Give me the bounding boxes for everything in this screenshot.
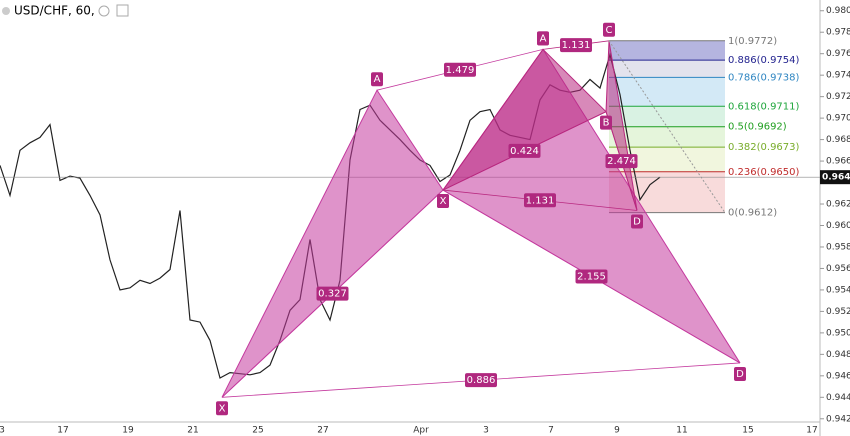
point-label: A — [540, 33, 547, 44]
fib-band — [609, 40, 725, 61]
x-tick-label: 17 — [806, 426, 817, 436]
point-box — [734, 366, 746, 381]
fib-label: 0.786(0.9738) — [728, 72, 800, 83]
x-tick-label: 9 — [614, 426, 620, 436]
ratio-box — [508, 143, 541, 158]
last-price-label: 0.9645 — [822, 173, 850, 183]
x-tick-label: 25 — [252, 426, 263, 436]
point-label: X — [440, 196, 447, 207]
x-tick-label: 7 — [548, 426, 554, 436]
point-label: D — [633, 216, 641, 227]
point-label: D — [736, 369, 744, 380]
fib-label: 0.236(0.9650) — [728, 167, 800, 178]
point-box — [631, 214, 643, 229]
close-icon[interactable] — [116, 4, 129, 17]
fib-label: 0.886(0.9754) — [728, 55, 800, 66]
fib-label: 1(0.9772) — [728, 36, 777, 47]
ratio-box — [560, 38, 592, 53]
ratio-label: 2.155 — [577, 272, 606, 283]
ratio-label: 1.131 — [526, 195, 555, 206]
fib-band — [609, 126, 725, 148]
ratio-label: 0.327 — [318, 289, 347, 300]
point-label: C — [606, 25, 613, 36]
x-tick-label: 17 — [57, 426, 68, 436]
point-box — [371, 72, 383, 87]
x-tick-label: 21 — [187, 426, 198, 436]
ratio-label: 1.479 — [446, 65, 475, 76]
x-tick-label: 11 — [676, 426, 687, 436]
point-box — [603, 22, 615, 37]
point-box — [437, 194, 449, 209]
fib-label: 0.382(0.9673) — [728, 142, 800, 153]
settings-icon[interactable] — [98, 5, 110, 17]
ratio-box — [444, 62, 476, 77]
y-tick-label: 0.9420 — [826, 414, 850, 424]
ratio-box — [575, 269, 608, 284]
x-tick-label: 15 — [742, 426, 753, 436]
fib-label: 0.618(0.9711) — [728, 101, 800, 112]
ratio-box — [524, 193, 556, 208]
ratio-label: 2.474 — [607, 156, 636, 167]
ratio-box — [316, 286, 349, 301]
ratio-box — [465, 373, 497, 388]
x-tick-label: 27 — [317, 426, 328, 436]
point-label: B — [603, 118, 610, 129]
x-tick-label: Apr — [413, 426, 429, 436]
point-label: X — [219, 403, 226, 414]
point-box — [537, 31, 549, 46]
fib-label: 0(0.9612) — [728, 208, 777, 219]
x-tick-label: 3 — [0, 426, 5, 436]
fib-band — [609, 77, 725, 107]
fib-band — [609, 106, 725, 127]
symbol-icon — [2, 7, 10, 15]
fib-band — [609, 60, 725, 78]
projection-line — [608, 40, 726, 213]
point-box — [600, 115, 612, 130]
ratio-box — [605, 154, 638, 169]
x-tick-label: 3 — [483, 426, 489, 436]
ratio-label: 1.131 — [562, 40, 591, 51]
x-tick-label: 19 — [122, 426, 134, 436]
ratio-label: 0.424 — [510, 146, 539, 157]
fib-label: 0.5(0.9692) — [728, 122, 787, 133]
point-box — [216, 401, 228, 416]
point-label: A — [374, 74, 381, 85]
last-price-box — [820, 170, 850, 185]
chart-title: USD/CHF, 60, — [14, 4, 95, 18]
ratio-label: 0.886 — [467, 375, 496, 386]
